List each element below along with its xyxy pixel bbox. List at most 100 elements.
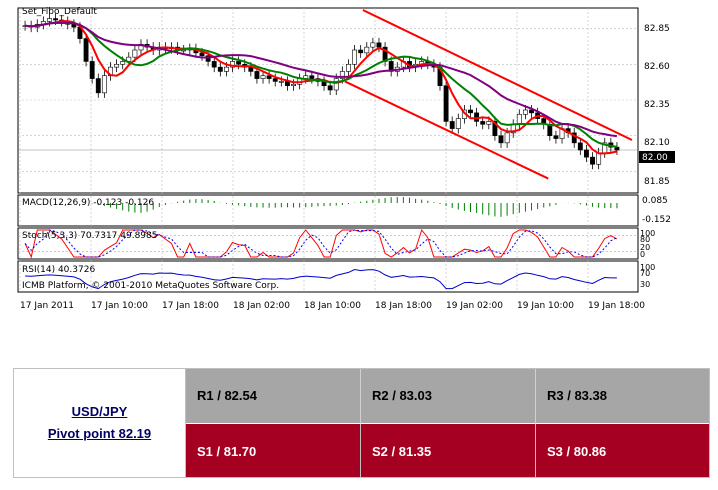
candle-body xyxy=(333,78,339,91)
candle-body xyxy=(230,61,235,68)
candle-body xyxy=(516,113,522,125)
macd-panel xyxy=(17,194,639,227)
candle-body xyxy=(443,85,449,122)
support-s1: S1 / 81.70 xyxy=(186,423,361,477)
candle-body xyxy=(223,66,229,72)
candle-body xyxy=(498,135,504,144)
support-s2: S2 / 81.35 xyxy=(361,423,536,477)
candle-body xyxy=(522,109,528,115)
chart-title: Set_Fibo_Default xyxy=(22,7,97,17)
rsi-panel xyxy=(17,260,639,293)
candle-body xyxy=(327,85,333,91)
current-price-badge xyxy=(639,151,675,163)
candle-body xyxy=(95,78,101,94)
price-tick: 82.10 xyxy=(644,138,670,148)
candle-body xyxy=(83,38,89,62)
stoch-tick: 20 xyxy=(640,243,650,252)
stochastic-lines xyxy=(18,228,638,259)
candle-body xyxy=(132,49,138,58)
stoch-tick: 80 xyxy=(640,235,650,244)
candle-body xyxy=(614,146,620,151)
candle-body xyxy=(577,142,583,151)
candle-body xyxy=(254,71,260,79)
candle-body xyxy=(571,132,577,144)
candle-body xyxy=(376,42,382,48)
support-s3: S3 / 80.86 xyxy=(536,423,709,477)
trend-channel xyxy=(344,9,633,180)
stoch-label: Stoch(5,3,3) 70.7317 49.8985 xyxy=(22,231,157,241)
candle-body xyxy=(217,66,223,72)
pair-label[interactable]: USD/JPY xyxy=(71,404,128,419)
time-label: 18 Jan 10:00 xyxy=(304,301,361,311)
candle-body xyxy=(553,135,559,139)
macd-label: MACD(12,26,9) -0.123 -0.126 xyxy=(22,198,154,208)
rsi-tick: 100 xyxy=(640,263,655,272)
candle-body xyxy=(358,49,364,54)
candle-body xyxy=(370,42,376,48)
candle-body xyxy=(199,52,205,57)
time-label: 17 Jan 10:00 xyxy=(91,301,148,311)
candle-body xyxy=(278,81,284,83)
candle-body xyxy=(53,18,58,21)
candle-body xyxy=(101,75,107,94)
candle-body xyxy=(236,61,242,65)
time-label: 18 Jan 18:00 xyxy=(375,301,432,311)
candle-body xyxy=(346,63,351,72)
candle-body xyxy=(47,18,52,22)
candle-body xyxy=(205,55,211,62)
copyright-label: ICMB Platform, © 2001-2010 MetaQuotes So… xyxy=(22,281,279,291)
stoch-tick: 100 xyxy=(640,229,655,238)
moving-averages xyxy=(24,20,618,155)
candle-body xyxy=(266,75,272,79)
price-tick: 81.85 xyxy=(644,177,670,187)
candle-body xyxy=(211,61,217,68)
rsi-tick: 30 xyxy=(640,280,650,289)
main-panel xyxy=(17,7,639,194)
candle-body xyxy=(486,121,492,125)
candle-body xyxy=(291,83,296,87)
time-label: 18 Jan 02:00 xyxy=(233,301,290,311)
time-label: 19 Jan 10:00 xyxy=(517,301,574,311)
candle-body xyxy=(449,121,455,129)
candle-body xyxy=(596,152,602,165)
resistance-r2: R2 / 83.03 xyxy=(361,369,536,423)
stoch-tick: 0 xyxy=(640,250,645,259)
time-label: 19 Jan 18:00 xyxy=(588,301,645,311)
rsi-line xyxy=(25,268,617,290)
rsi-label: RSI(14) 40.3726 xyxy=(22,265,95,275)
rsi-tick: 70 xyxy=(640,269,650,278)
candle-body xyxy=(309,75,315,79)
pivot-header-cell: USD/JPY Pivot point 82.19 xyxy=(14,369,186,477)
ma-slow-line xyxy=(24,21,618,138)
candle-body xyxy=(584,149,589,158)
time-label: 17 Jan 18:00 xyxy=(162,301,219,311)
candle-body xyxy=(364,46,370,54)
candle-body xyxy=(89,61,95,79)
resistance-r3: R3 / 83.38 xyxy=(536,369,709,423)
price-chart[interactable]: Set_Fibo_Default MACD(12,26,9) -0.123 -0… xyxy=(0,0,682,316)
pivot-table: USD/JPY Pivot point 82.19 R1 / 82.54 R2 … xyxy=(13,368,710,478)
time-label: 17 Jan 2011 xyxy=(20,301,74,311)
candle-body xyxy=(285,81,290,87)
candle-body xyxy=(339,71,345,79)
candle-body xyxy=(260,75,266,79)
candle-body xyxy=(120,61,126,65)
candle-body xyxy=(352,49,357,65)
candle-body xyxy=(480,121,486,125)
channel-upper-line xyxy=(362,9,633,141)
candle-body xyxy=(114,63,120,68)
price-tick: 82.60 xyxy=(644,62,670,72)
chart-canvas[interactable]: Set_Fibo_Default MACD(12,26,9) -0.123 -0… xyxy=(0,0,682,316)
pivot-point-label[interactable]: Pivot point 82.19 xyxy=(47,426,152,441)
price-tick: 82.85 xyxy=(644,24,670,34)
price-tick: 82.35 xyxy=(644,100,670,110)
channel-lower-line xyxy=(344,80,549,180)
candle-body xyxy=(272,78,278,82)
time-label: 19 Jan 02:00 xyxy=(446,301,503,311)
candle-body xyxy=(492,121,498,137)
rsi-line xyxy=(25,268,617,290)
macd-tick: -0.152 xyxy=(642,215,671,225)
candle-body xyxy=(529,109,534,114)
stoch-k-line xyxy=(24,228,618,259)
stoch-d-line xyxy=(24,229,618,258)
